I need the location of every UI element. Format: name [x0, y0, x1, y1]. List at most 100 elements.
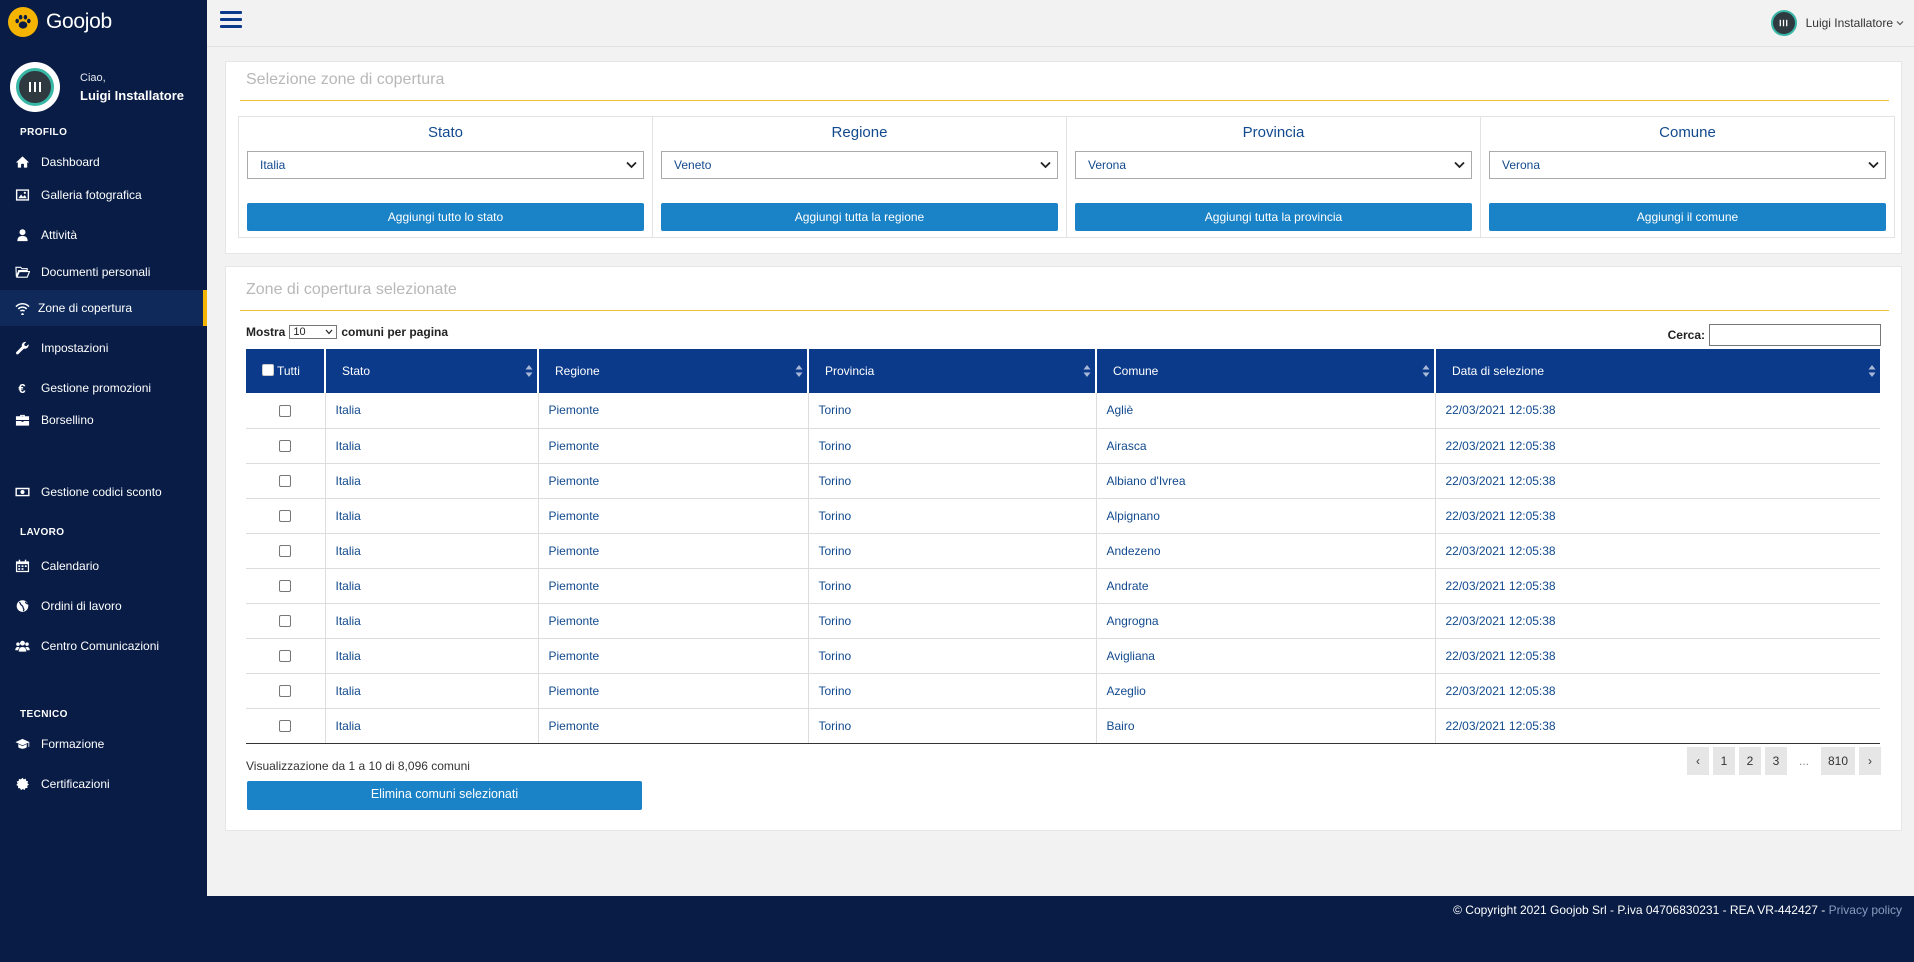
pagination-page-3[interactable]: 3 [1765, 747, 1787, 775]
sidebar-item-borsellino[interactable]: Borsellino [0, 402, 207, 438]
filter-regione: Regione Veneto Aggiungi tutta la regione [652, 116, 1067, 238]
title-divider [240, 100, 1889, 101]
add-regione-button[interactable]: Aggiungi tutta la regione [661, 203, 1058, 231]
filter-comune: Comune Verona Aggiungi il comune [1480, 116, 1895, 238]
search-input[interactable] [1709, 324, 1881, 346]
globe-icon [13, 599, 31, 613]
sidebar-item-zone-copertura[interactable]: Zone di copertura [0, 290, 207, 326]
cell-provincia: Torino [808, 673, 1097, 709]
add-provincia-button[interactable]: Aggiungi tutta la provincia [1075, 203, 1472, 231]
sort-icon [1083, 365, 1091, 377]
row-select-cell[interactable] [246, 568, 326, 604]
cell-regione: Piemonte [538, 428, 809, 464]
row-select-cell[interactable] [246, 533, 326, 569]
row-checkbox[interactable] [279, 475, 292, 488]
row-checkbox[interactable] [279, 685, 292, 698]
sidebar-item-attivita[interactable]: Attività [0, 217, 207, 253]
select-all-checkbox[interactable] [262, 364, 274, 376]
pagination: ‹ 1 2 3 ... 810 › [1683, 747, 1881, 775]
privacy-policy-link[interactable]: Privacy policy [1828, 903, 1902, 917]
users-icon [13, 639, 31, 653]
header-data-selezione[interactable]: Data di selezione [1435, 349, 1880, 393]
row-select-cell[interactable] [246, 393, 326, 429]
sidebar-item-dashboard[interactable]: Dashboard [0, 144, 207, 180]
comune-select[interactable]: Verona [1489, 151, 1886, 179]
row-select-cell[interactable] [246, 638, 326, 674]
row-checkbox[interactable] [279, 650, 292, 663]
sidebar-item-label: Certificazioni [41, 777, 110, 791]
table-row: Italia Piemonte Torino Andrate 22/03/2021 12… [246, 568, 1880, 604]
row-select-cell[interactable] [246, 673, 326, 709]
sidebar-item-label: Calendario [41, 559, 100, 573]
pagination-next[interactable]: › [1859, 747, 1881, 775]
stato-select[interactable]: Italia [247, 151, 644, 179]
pagination-page-2[interactable]: 2 [1739, 747, 1761, 775]
user-menu[interactable]: Luigi Installatore [1770, 10, 1904, 36]
sidebar-item-promozioni[interactable]: € Gestione promozioni [0, 370, 207, 406]
row-checkbox[interactable] [279, 720, 292, 733]
sidebar-item-galleria[interactable]: Galleria fotografica [0, 177, 207, 213]
row-checkbox[interactable] [279, 405, 292, 418]
header-comune[interactable]: Comune [1096, 349, 1436, 393]
sidebar-item-label: Ordini di lavoro [41, 599, 122, 613]
cell-data: 22/03/2021 12:05:38 [1435, 393, 1880, 429]
row-checkbox[interactable] [279, 510, 292, 523]
header-provincia[interactable]: Provincia [808, 349, 1097, 393]
sidebar-item-impostazioni[interactable]: Impostazioni [0, 330, 207, 366]
row-checkbox[interactable] [279, 615, 292, 628]
provincia-select[interactable]: Verona [1075, 151, 1472, 179]
add-stato-button[interactable]: Aggiungi tutto lo stato [247, 203, 644, 231]
sidebar-item-codici-sconto[interactable]: Gestione codici sconto [0, 474, 207, 510]
sort-icon [1422, 365, 1430, 377]
row-checkbox[interactable] [279, 545, 292, 558]
row-select-cell[interactable] [246, 428, 326, 464]
pagination-prev[interactable]: ‹ [1687, 747, 1709, 775]
pagination-page-1[interactable]: 1 [1713, 747, 1735, 775]
cell-regione: Piemonte [538, 463, 809, 499]
delete-selected-button[interactable]: Elimina comuni selezionati [247, 781, 642, 810]
chevron-down-icon [1040, 161, 1051, 169]
row-select-cell[interactable] [246, 708, 326, 744]
page-size-select[interactable]: 10 [289, 325, 338, 339]
copyright: © Copyright 2021 Goojob Srl - P.iva 0470… [1453, 903, 1829, 917]
row-checkbox[interactable] [279, 440, 292, 453]
show-label: Mostra [246, 325, 286, 339]
cell-provincia: Torino [808, 498, 1097, 534]
hamburger-menu-icon[interactable] [220, 11, 242, 31]
cell-data: 22/03/2021 12:05:38 [1435, 708, 1880, 744]
sidebar-item-label: Centro Comunicazioni [41, 639, 160, 653]
section-lavoro: LAVORO [20, 527, 65, 538]
row-select-cell[interactable] [246, 463, 326, 499]
pagination-page-last[interactable]: 810 [1821, 747, 1855, 775]
sidebar-item-label: Attività [41, 228, 78, 242]
table-row: Italia Piemonte Torino Angrogna 22/03/2021 1… [246, 603, 1880, 639]
sidebar-item-certificazioni[interactable]: Certificazioni [0, 766, 207, 802]
row-checkbox[interactable] [279, 580, 292, 593]
sidebar-item-documenti[interactable]: Documenti personali [0, 251, 207, 293]
cell-comune: Azeglio [1096, 673, 1436, 709]
cell-stato: Italia [325, 393, 539, 429]
sidebar-item-comunicazioni[interactable]: Centro Comunicazioni [0, 628, 207, 664]
chevron-down-icon [1896, 21, 1904, 26]
sidebar-item-ordini[interactable]: Ordini di lavoro [0, 588, 207, 624]
user-icon [13, 228, 31, 242]
search-control: Cerca: [1668, 324, 1881, 346]
add-comune-button[interactable]: Aggiungi il comune [1489, 203, 1886, 231]
header-stato[interactable]: Stato [325, 349, 539, 393]
header-regione[interactable]: Regione [538, 349, 809, 393]
sidebar-item-calendario[interactable]: Calendario [0, 548, 207, 584]
cell-comune: Andezeno [1096, 533, 1436, 569]
cell-stato: Italia [325, 638, 539, 674]
footer-text: © Copyright 2021 Goojob Srl - P.iva 0470… [1453, 903, 1902, 917]
sidebar-item-formazione[interactable]: Formazione [0, 726, 207, 762]
filter-provincia: Provincia Verona Aggiungi tutta la provi… [1066, 116, 1481, 238]
cell-provincia: Torino [808, 428, 1097, 464]
row-select-cell[interactable] [246, 498, 326, 534]
search-label: Cerca: [1667, 328, 1705, 342]
regione-select[interactable]: Veneto [661, 151, 1058, 179]
header-select-all[interactable]: Tutti [246, 349, 326, 393]
filter-stato: Stato Italia Aggiungi tutto lo stato [238, 116, 653, 238]
brand[interactable]: Goojob [0, 0, 207, 44]
row-select-cell[interactable] [246, 603, 326, 639]
avatar[interactable] [10, 62, 60, 112]
